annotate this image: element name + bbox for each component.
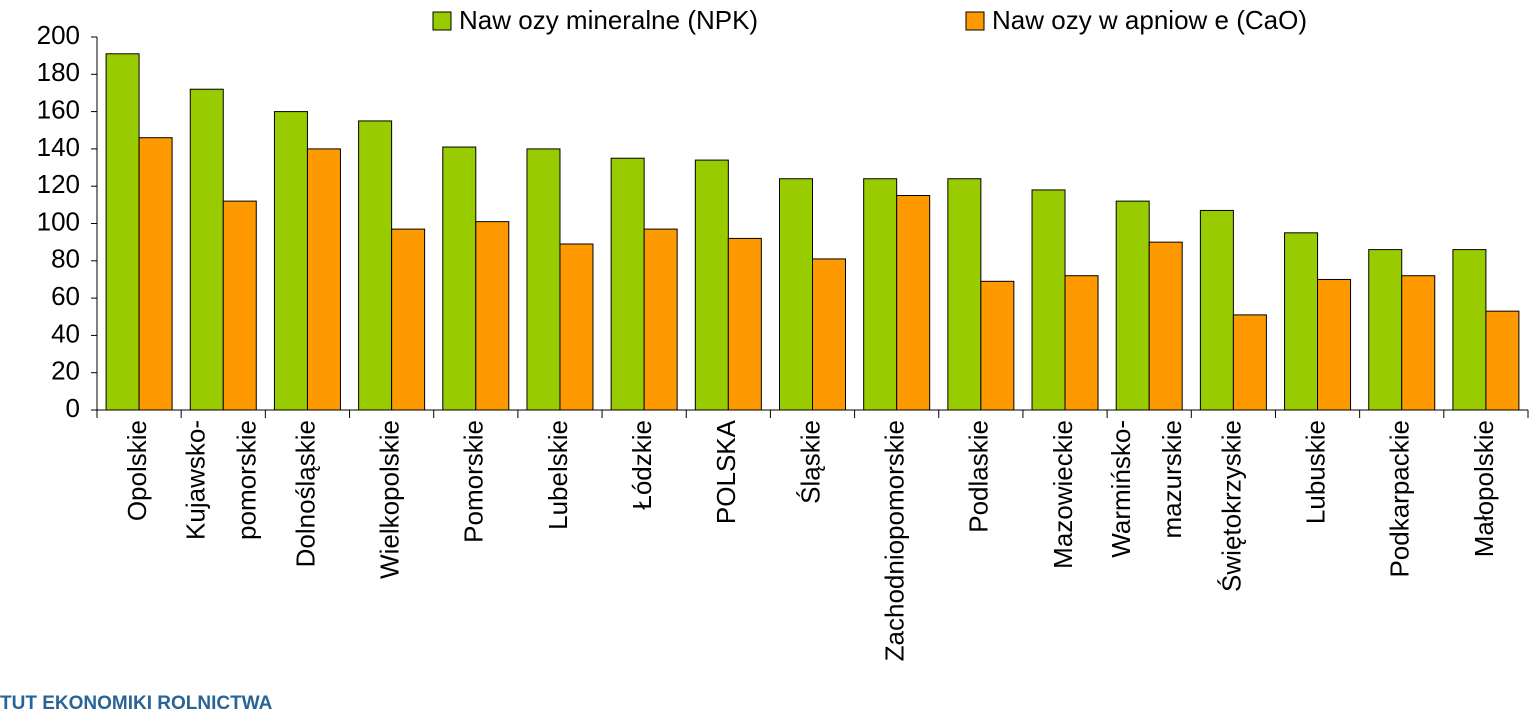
x-tick-label: Mazowieckie	[1048, 420, 1078, 569]
y-tick-label: 160	[37, 94, 80, 124]
bar	[1368, 249, 1403, 411]
bar	[273, 111, 308, 411]
bar	[1031, 189, 1066, 411]
bar	[1148, 241, 1183, 411]
x-tick-label: Łódzkie	[627, 420, 657, 510]
bar	[391, 228, 426, 411]
legend-label: Naw ozy mineralne (NPK)	[459, 5, 758, 35]
bar	[222, 200, 257, 411]
x-tick-label: Lubuskie	[1300, 420, 1330, 524]
bar	[1199, 209, 1234, 411]
y-tick-label: 200	[37, 20, 80, 50]
bar	[947, 178, 982, 411]
legend-label: Naw ozy w apniow e (CaO)	[992, 5, 1307, 35]
y-tick-label: 180	[37, 57, 80, 87]
x-tick-label: Lubelskie	[543, 420, 573, 530]
y-tick-label: 60	[51, 281, 80, 311]
bar	[1485, 310, 1520, 411]
bar	[643, 228, 678, 411]
bar	[358, 120, 393, 411]
logo: TUT EKONOMIKI ROLNICTWA	[0, 693, 273, 714]
x-tick-label: Warmińsko-mazurskie	[1106, 420, 1187, 558]
x-tick-label: Pomorskie	[459, 420, 489, 543]
bar	[980, 280, 1015, 411]
bar	[896, 195, 931, 411]
x-tick-label: Dolnośląskie	[290, 420, 320, 567]
legend-swatch	[432, 11, 452, 31]
y-tick-label: 20	[51, 356, 80, 386]
bar	[189, 88, 224, 411]
x-tick-label: Podlaskie	[964, 420, 994, 533]
bar	[1064, 275, 1099, 411]
bar	[138, 137, 173, 411]
bar	[559, 243, 594, 411]
x-tick-label: POLSKA	[711, 419, 741, 524]
x-tick-label: Kujawsko-pomorskie	[180, 420, 261, 540]
y-tick-label: 0	[66, 393, 80, 423]
y-tick-label: 40	[51, 318, 80, 348]
bar	[1452, 249, 1487, 411]
bar	[779, 178, 813, 411]
bar	[1115, 200, 1150, 411]
bar	[1232, 314, 1267, 411]
bar	[812, 258, 846, 411]
bar	[1401, 275, 1436, 411]
x-tick-label: Podkarpackie	[1385, 420, 1415, 578]
x-tick-label: Świętokrzyskie	[1216, 420, 1246, 592]
x-tick-label: Opolskie	[122, 420, 152, 521]
bar	[306, 148, 341, 411]
bar	[105, 53, 140, 411]
y-tick-label: 120	[37, 169, 80, 199]
y-tick-label: 140	[37, 132, 80, 162]
legend-swatch	[965, 11, 985, 31]
bar	[694, 159, 729, 411]
x-tick-label: Śląskie	[795, 420, 825, 504]
x-tick-label: Małopolskie	[1469, 420, 1499, 557]
y-tick-label: 100	[37, 206, 80, 236]
bar	[526, 148, 561, 411]
y-tick-label: 80	[51, 244, 80, 274]
bar	[1317, 278, 1352, 411]
bar	[610, 157, 645, 411]
x-tick-label: Wielkopolskie	[374, 420, 404, 579]
bar	[1284, 232, 1319, 411]
bar	[442, 146, 477, 411]
bar	[475, 221, 510, 411]
bar	[863, 178, 898, 411]
x-tick-label: Zachodniopomorskie	[880, 420, 910, 661]
bar	[727, 237, 762, 411]
